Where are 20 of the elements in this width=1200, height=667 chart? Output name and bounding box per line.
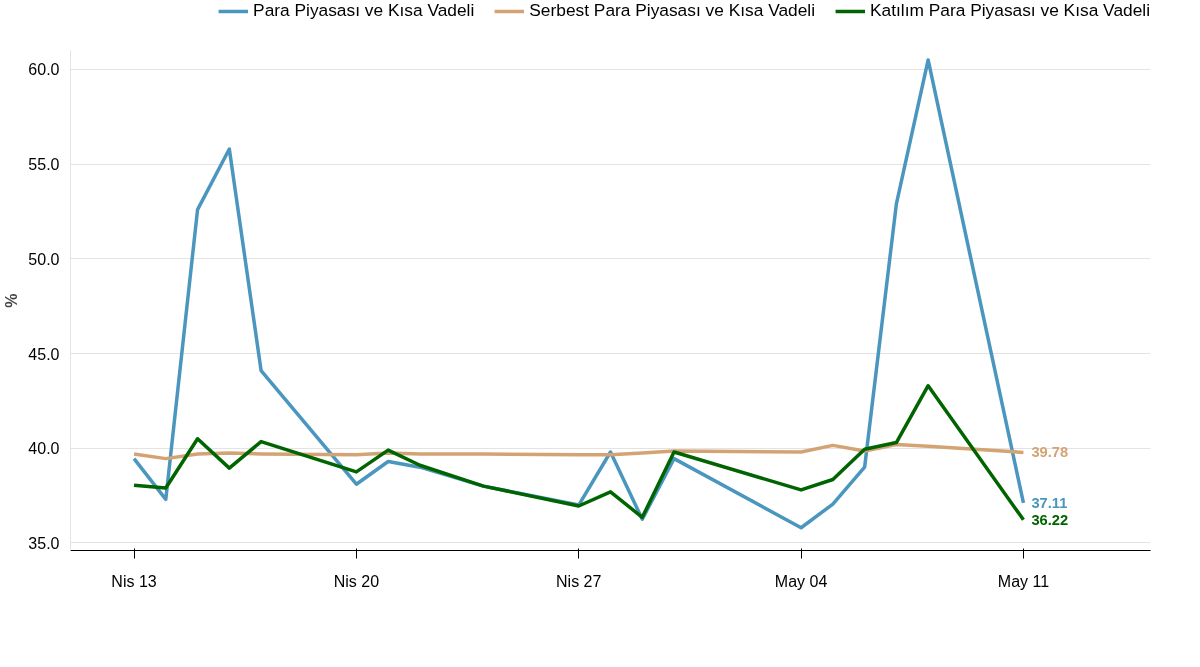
y-tick-label: 50.0 xyxy=(28,250,60,268)
y-tick-label: 60.0 xyxy=(28,61,60,79)
x-tick-label: Nis 27 xyxy=(556,572,602,590)
data-label: 37.11 xyxy=(1031,494,1068,511)
line-series xyxy=(132,442,1026,461)
x-tick-label: May 04 xyxy=(774,572,828,590)
y-tick-label: 45.0 xyxy=(28,345,60,363)
x-tick-label: Nis 20 xyxy=(333,572,380,590)
y-tick-label: 40.0 xyxy=(28,440,60,458)
legend-label: Serbest Para Piyasası ve Kısa Vadeli xyxy=(529,0,816,21)
line-series xyxy=(132,383,1026,522)
y-axis-title: % xyxy=(3,293,21,308)
x-tick-label: Nis 13 xyxy=(111,572,157,590)
legend-label: Para Piyasası ve Kısa Vadeli xyxy=(253,0,475,21)
data-label: 36.22 xyxy=(1031,511,1069,528)
x-tick-label: May 11 xyxy=(997,572,1050,590)
y-tick-label: 35.0 xyxy=(28,534,60,552)
data-label: 39.78 xyxy=(1031,444,1069,461)
legend-label: Katılım Para Piyasası ve Kısa Vadeli xyxy=(870,0,1150,21)
y-tick-label: 55.0 xyxy=(28,156,60,174)
